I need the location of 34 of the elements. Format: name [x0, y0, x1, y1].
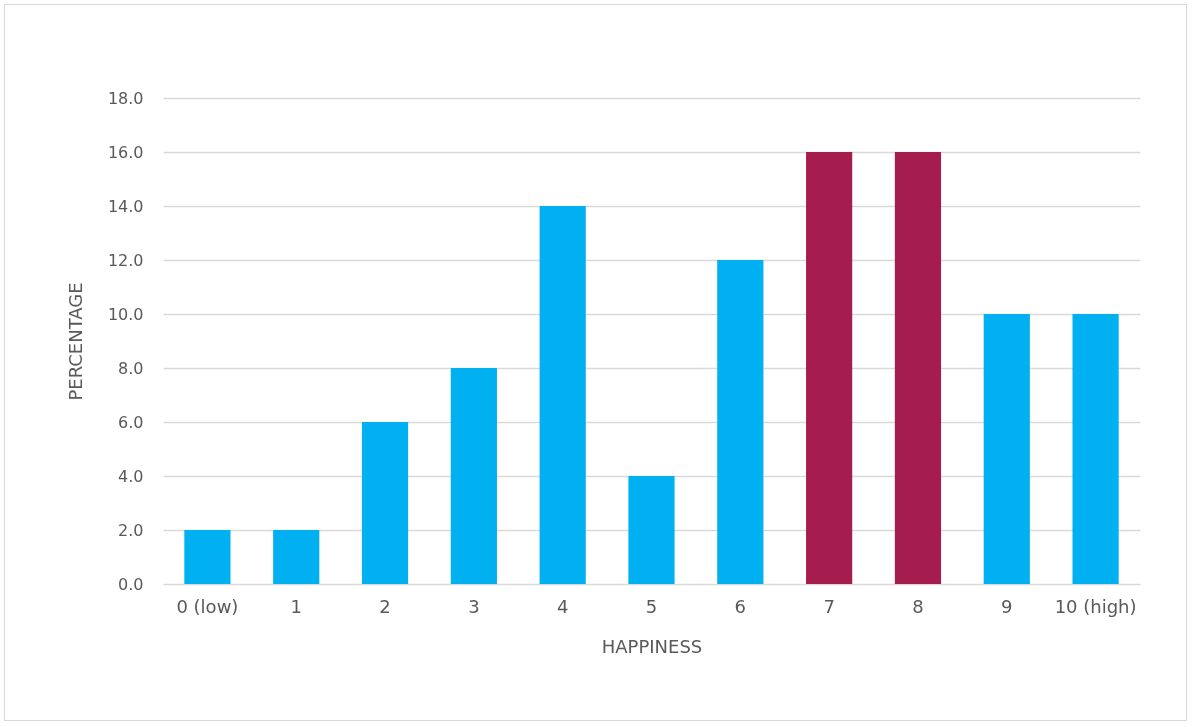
x-tick-label: 8 [912, 595, 924, 617]
x-tick-label: 3 [468, 595, 480, 617]
x-tick-label: 6 [734, 595, 747, 617]
x-tick-label: 0 (low) [176, 595, 239, 617]
y-tick-label: 18.0 [107, 88, 144, 108]
y-tick-label: 2.0 [118, 520, 144, 540]
x-tick-label: 9 [1001, 595, 1013, 617]
y-tick-label: 16.0 [107, 142, 144, 162]
bar [273, 530, 320, 584]
y-tick-label: 10.0 [107, 304, 144, 324]
x-axis-title: HAPPINESS [601, 635, 703, 657]
bar [628, 476, 675, 584]
y-tick-label: 14.0 [107, 196, 144, 216]
bar [717, 260, 764, 584]
bar [184, 530, 231, 584]
x-tick-label: 1 [290, 595, 302, 617]
bar [361, 422, 409, 584]
y-tick-label: 12.0 [107, 250, 144, 270]
y-tick-label: 6.0 [118, 412, 144, 432]
bar [450, 368, 497, 584]
y-tick-label: 0.0 [118, 574, 144, 594]
bar [894, 152, 942, 584]
y-axis-title: PERCENTAGE [64, 282, 86, 401]
x-tick-label: 4 [556, 595, 569, 617]
bar [806, 152, 853, 584]
bar [539, 206, 586, 584]
x-tick-label: 7 [823, 595, 835, 617]
y-tick-label: 8.0 [118, 358, 144, 378]
bar [983, 314, 1030, 584]
y-tick-label: 4.0 [118, 466, 144, 486]
x-tick-label: 2 [379, 595, 391, 617]
bar [1072, 314, 1119, 584]
x-tick-label: 5 [645, 595, 658, 617]
x-tick-label: 10 (high) [1054, 595, 1137, 617]
